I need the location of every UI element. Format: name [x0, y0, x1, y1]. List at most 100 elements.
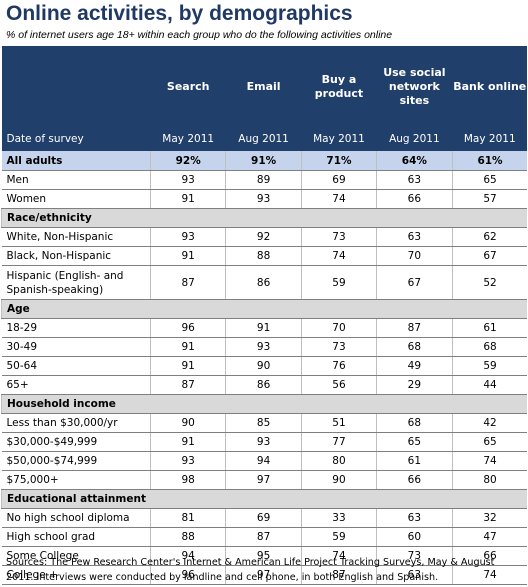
cell: 66 [451, 546, 528, 566]
table-row: High school grad 88 87 59 60 47 [1, 527, 528, 547]
row-label: $30,000-$49,999 [1, 432, 151, 452]
row-label: Women [1, 189, 151, 209]
cell: 73 [300, 227, 377, 247]
cell: 88 [225, 246, 302, 266]
cell: 87 [149, 265, 226, 300]
cell: 29 [376, 375, 453, 395]
cell: 57 [451, 189, 528, 209]
cell: 87 [300, 565, 377, 585]
table-row: 65+ 87 86 56 29 44 [1, 375, 528, 395]
section-header-row: Educational attainment [1, 489, 528, 509]
cell: 65 [451, 170, 528, 190]
cell: 63 [376, 170, 453, 190]
cell: 68 [451, 337, 528, 357]
cell: 69 [300, 170, 377, 190]
cell: 73 [376, 546, 453, 566]
table-row: Some College 94 95 74 73 66 [1, 546, 528, 566]
date-label: Date of survey [1, 127, 151, 151]
section-label: Educational attainment [1, 489, 528, 509]
table-row: 30-49 91 93 73 68 68 [1, 337, 528, 357]
table-row: 50-64 91 90 76 49 59 [1, 356, 528, 376]
page-title: Online activities, by demographics [6, 2, 353, 25]
subtitle: % of internet users age 18+ within each … [6, 29, 393, 41]
cell: 66 [376, 189, 453, 209]
cell: 91 [149, 337, 226, 357]
cell: 68 [376, 413, 453, 433]
cell: 74 [451, 451, 528, 471]
cell: 44 [451, 375, 528, 395]
column-header: Buy a product [301, 46, 377, 127]
column-header: Use social network sites [376, 46, 453, 127]
column-date: Aug 2011 [376, 127, 453, 151]
cell: 74 [300, 546, 377, 566]
cell: 63 [376, 508, 453, 528]
cell: 33 [300, 508, 377, 528]
cell: 91 [149, 246, 226, 266]
cell: 86 [225, 375, 302, 395]
cell: 73 [300, 337, 377, 357]
column-header: Bank online [452, 46, 528, 127]
cell: 80 [300, 451, 377, 471]
cell: 87 [376, 318, 453, 338]
cell: 94 [149, 546, 226, 566]
cell: 47 [451, 527, 528, 547]
cell: 95 [225, 546, 302, 566]
cell: 67 [451, 246, 528, 266]
date-row: Date of survey May 2011 Aug 2011 May 201… [1, 127, 528, 151]
table-row: Women 91 93 74 66 57 [1, 189, 528, 209]
all-adults-row: All adults 92% 91% 71% 64% 61% [1, 151, 528, 171]
cell: 92% [149, 151, 226, 171]
cell: 62 [451, 227, 528, 247]
cell: 69 [225, 508, 302, 528]
cell: 91% [225, 151, 302, 171]
table-row: White, Non-Hispanic 93 92 73 63 62 [1, 227, 528, 247]
cell: 93 [225, 337, 302, 357]
cell: 91 [149, 189, 226, 209]
cell: 93 [149, 227, 226, 247]
cell: 76 [300, 356, 377, 376]
table-row: $50,000-$74,999 93 94 80 61 74 [1, 451, 528, 471]
column-header: Email [225, 46, 302, 127]
cell: 64% [376, 151, 453, 171]
cell: 49 [376, 356, 453, 376]
cell: 96 [149, 318, 226, 338]
table-row: 18-29 96 91 70 87 61 [1, 318, 528, 338]
section-header-row: Household income [1, 394, 528, 414]
cell: 97 [225, 470, 302, 490]
column-date: May 2011 [150, 127, 226, 151]
row-label: $50,000-$74,999 [1, 451, 151, 471]
cell: 90 [225, 356, 302, 376]
cell: 61 [451, 318, 528, 338]
row-label: $75,000+ [1, 470, 151, 490]
column-header: Search [150, 46, 226, 127]
row-label: Men [1, 170, 151, 190]
cell: 91 [225, 318, 302, 338]
cell: 74 [451, 565, 528, 585]
cell: 93 [149, 170, 226, 190]
cell: 86 [225, 265, 302, 300]
row-label: Black, Non-Hispanic [1, 246, 151, 266]
cell: 74 [300, 189, 377, 209]
cell: 98 [149, 470, 226, 490]
cell: 77 [300, 432, 377, 452]
cell: 70 [376, 246, 453, 266]
cell: 93 [149, 451, 226, 471]
cell: 61 [376, 451, 453, 471]
cell: 88 [149, 527, 226, 547]
cell: 90 [149, 413, 226, 433]
cell: 59 [300, 527, 377, 547]
table-row: Hispanic (English- and Spanish-speaking)… [1, 265, 528, 300]
source-note: Sources: The Pew Research Center's Inter… [6, 557, 495, 583]
cell: 61% [451, 151, 528, 171]
row-label: White, Non-Hispanic [1, 227, 151, 247]
cell: 60 [376, 527, 453, 547]
cell: 32 [451, 508, 528, 528]
cell: 87 [149, 375, 226, 395]
cell: 89 [225, 170, 302, 190]
section-label: Race/ethnicity [1, 208, 528, 228]
cell: 91 [149, 432, 226, 452]
cell: 71% [300, 151, 377, 171]
row-label: 50-64 [1, 356, 151, 376]
cell: 67 [376, 265, 453, 300]
cell: 66 [376, 470, 453, 490]
